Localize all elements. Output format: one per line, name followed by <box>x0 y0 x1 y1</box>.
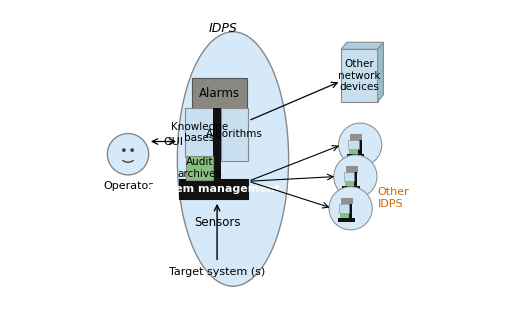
Text: Target system (s): Target system (s) <box>169 267 265 277</box>
FancyBboxPatch shape <box>358 140 362 158</box>
FancyBboxPatch shape <box>344 172 354 181</box>
FancyBboxPatch shape <box>185 108 214 157</box>
Text: IDPS: IDPS <box>209 22 238 35</box>
Text: Algorithms: Algorithms <box>206 129 263 139</box>
FancyBboxPatch shape <box>192 78 248 110</box>
Text: Audit
archives: Audit archives <box>178 157 222 179</box>
Text: Other
network
devices: Other network devices <box>338 59 381 92</box>
FancyBboxPatch shape <box>348 140 359 149</box>
FancyBboxPatch shape <box>186 156 213 180</box>
Circle shape <box>107 134 149 175</box>
FancyBboxPatch shape <box>339 204 349 213</box>
FancyBboxPatch shape <box>349 204 353 221</box>
FancyBboxPatch shape <box>349 149 358 155</box>
FancyBboxPatch shape <box>337 218 355 222</box>
Text: GUI: GUI <box>163 136 184 147</box>
Polygon shape <box>341 42 383 49</box>
Text: Alarms: Alarms <box>199 87 240 100</box>
Ellipse shape <box>177 32 289 286</box>
Text: System management: System management <box>148 183 280 194</box>
Polygon shape <box>378 42 383 102</box>
Text: Knowledge
bases: Knowledge bases <box>171 122 228 143</box>
Circle shape <box>130 148 134 152</box>
FancyBboxPatch shape <box>341 49 378 102</box>
FancyBboxPatch shape <box>340 213 349 218</box>
FancyBboxPatch shape <box>343 186 360 190</box>
FancyBboxPatch shape <box>179 179 248 199</box>
FancyBboxPatch shape <box>347 154 365 158</box>
FancyBboxPatch shape <box>354 172 357 190</box>
FancyBboxPatch shape <box>346 166 358 173</box>
Circle shape <box>122 148 126 152</box>
FancyBboxPatch shape <box>341 198 353 204</box>
FancyBboxPatch shape <box>221 108 248 161</box>
FancyBboxPatch shape <box>213 108 221 196</box>
FancyBboxPatch shape <box>345 181 354 186</box>
Circle shape <box>334 155 377 198</box>
Circle shape <box>329 187 372 230</box>
Circle shape <box>339 123 382 166</box>
Text: Sensors: Sensors <box>194 216 240 229</box>
FancyBboxPatch shape <box>350 134 362 141</box>
Text: Other
IDPS: Other IDPS <box>378 187 409 209</box>
Text: Operator: Operator <box>103 181 153 191</box>
